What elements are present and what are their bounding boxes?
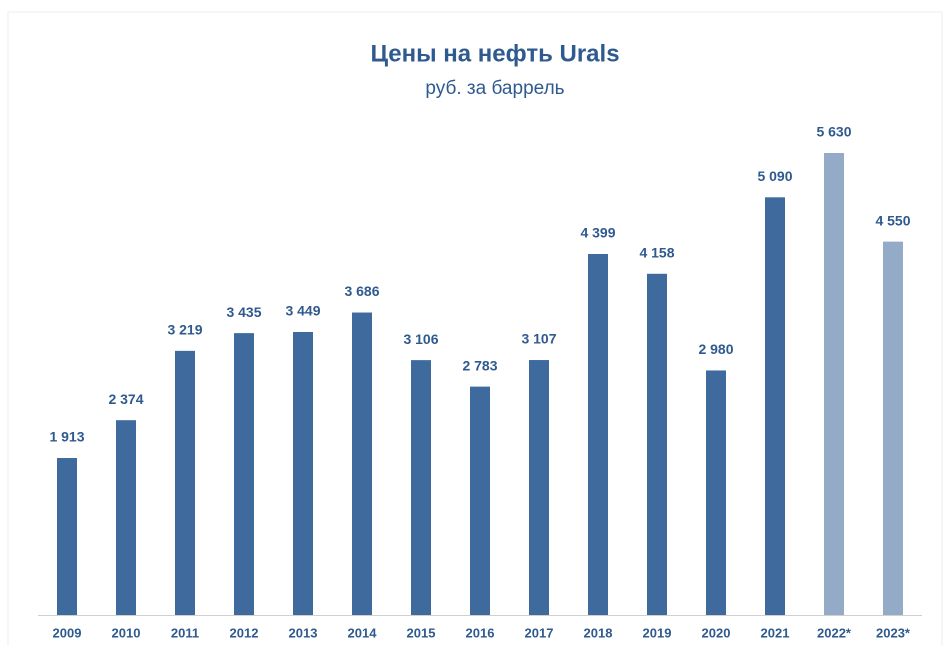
- value-label: 4 399: [580, 225, 615, 241]
- x-tick-label: 2017: [525, 625, 554, 640]
- x-tick-label: 2010: [112, 625, 141, 640]
- value-label: 5 630: [816, 124, 851, 140]
- chart-subtitle: руб. за баррель: [425, 78, 564, 99]
- x-tick-label: 2021: [761, 625, 790, 640]
- x-tick-label: 2011: [171, 625, 199, 640]
- bar: [352, 312, 372, 615]
- x-tick-label: 2020: [702, 625, 731, 640]
- bar: [175, 350, 195, 615]
- value-label: 3 219: [167, 322, 202, 338]
- value-label: 2 374: [108, 391, 143, 407]
- bar: [293, 331, 313, 615]
- value-label: 2 980: [698, 341, 733, 357]
- bar: [883, 241, 903, 615]
- x-tick-label: 2014: [348, 625, 378, 640]
- bar: [57, 458, 77, 615]
- x-tick-label: 2023*: [876, 625, 911, 640]
- value-label: 1 913: [49, 429, 84, 445]
- x-tick-label: 2018: [584, 625, 613, 640]
- value-label: 4 158: [639, 244, 674, 260]
- bar: [824, 153, 844, 615]
- x-tick-label: 2016: [466, 625, 495, 640]
- value-label: 4 550: [875, 212, 910, 228]
- x-tick-label: 2009: [53, 625, 82, 640]
- x-tick-label: 2012: [230, 625, 259, 640]
- bar: [411, 360, 431, 615]
- value-label: 3 435: [226, 304, 261, 320]
- value-label: 3 449: [285, 303, 320, 319]
- bar: [116, 420, 136, 615]
- bar: [234, 333, 254, 615]
- x-tick-label: 2019: [643, 625, 672, 640]
- value-label: 3 107: [521, 331, 556, 347]
- bar: [647, 273, 667, 615]
- chart-title: Цены на нефть Urals: [370, 40, 619, 67]
- value-label: 5 090: [757, 168, 792, 184]
- bar: [470, 386, 490, 615]
- x-tick-label: 2015: [407, 625, 436, 640]
- value-label: 3 686: [344, 283, 379, 299]
- value-label: 3 106: [403, 331, 438, 347]
- x-tick-label: 2013: [289, 625, 318, 640]
- x-tick-label: 2022*: [817, 625, 852, 640]
- value-label: 2 783: [462, 357, 497, 373]
- bar: [706, 370, 726, 615]
- bar: [588, 254, 608, 615]
- bar: [765, 197, 785, 615]
- bar: [529, 360, 549, 615]
